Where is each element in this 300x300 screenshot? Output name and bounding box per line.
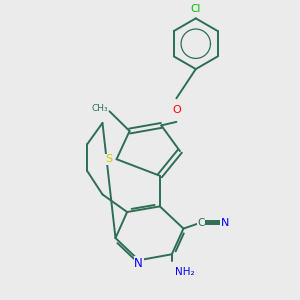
Text: C: C [197,218,205,228]
Text: S: S [105,154,112,164]
Text: N: N [134,256,143,270]
Text: N: N [221,218,229,228]
Text: CH₃: CH₃ [91,104,108,113]
Text: O: O [172,105,181,115]
Text: Cl: Cl [190,4,201,14]
Text: NH₂: NH₂ [175,267,194,277]
